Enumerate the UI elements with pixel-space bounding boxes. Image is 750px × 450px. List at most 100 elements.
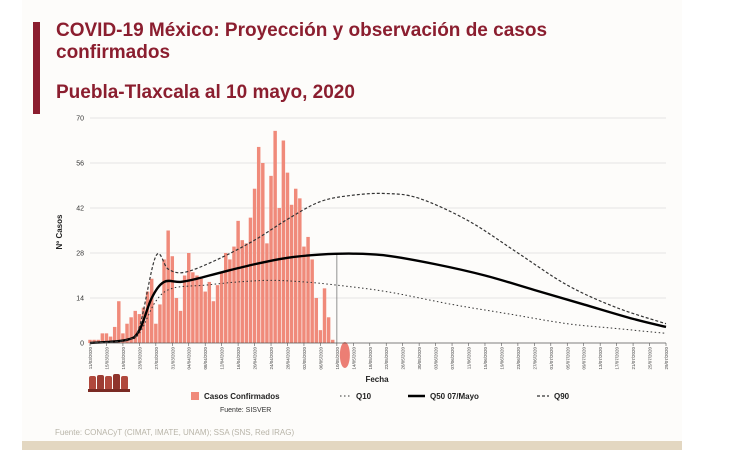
- bar: [154, 323, 158, 343]
- title-accent-bar: [33, 22, 40, 114]
- x-tick-label: 28/04/2020: [285, 347, 290, 370]
- x-tick-label: 15/03/2020: [104, 347, 109, 370]
- bar: [162, 259, 166, 343]
- legend-swatch-bars: [191, 392, 199, 400]
- bar: [219, 272, 224, 343]
- bar: [265, 243, 269, 343]
- x-tick-label: 19/03/2020: [121, 347, 126, 370]
- chart-source-note: Fuente: SISVER: [220, 407, 271, 414]
- bar: [326, 317, 331, 343]
- bar: [129, 317, 133, 343]
- bar: [293, 188, 298, 343]
- bar: [318, 330, 323, 343]
- grid-layer: [90, 117, 666, 299]
- x-tick-label: 13/07/2020: [598, 347, 603, 370]
- x-tick-label: 27/06/2020: [532, 347, 537, 370]
- bar: [104, 333, 109, 343]
- legend-label-q50: Q50 07/Mayo: [430, 392, 479, 401]
- bar: [248, 217, 253, 343]
- today-marker: [339, 342, 350, 368]
- bar: [289, 204, 294, 343]
- legend-label-bars: Casos Confirmados: [204, 392, 280, 401]
- bar: [195, 275, 199, 343]
- bar: [228, 259, 232, 343]
- x-tick-label: 08/04/2020: [203, 347, 208, 370]
- x-tick-label: 04/04/2020: [187, 347, 192, 370]
- x-tick-label: 09/07/2020: [582, 347, 587, 370]
- x-tick-label: 25/07/2020: [648, 347, 653, 370]
- bar: [182, 275, 187, 343]
- slide-background: [22, 0, 682, 450]
- bar: [207, 281, 212, 343]
- y-tick-label: 28: [76, 251, 84, 258]
- x-tick-label: 20/04/2020: [253, 347, 258, 370]
- x-tick-label: 01/07/2020: [549, 347, 554, 370]
- x-tick-label: 31/03/2020: [170, 347, 175, 370]
- bar: [88, 339, 92, 343]
- bar: [100, 333, 105, 343]
- x-tick-label: 03/06/2020: [434, 347, 439, 370]
- x-tick-label: 16/04/2020: [236, 347, 241, 370]
- x-tick-label: 21/07/2020: [631, 347, 636, 370]
- bar: [244, 243, 249, 343]
- bar: [145, 291, 150, 343]
- bar: [252, 188, 257, 343]
- bar: [298, 198, 302, 343]
- x-tick-label: 11/03/2020: [88, 347, 93, 370]
- cases-chart: 0 14 28 42 56 70 11/03/2020 15/03/2020 19/03/202…: [55, 116, 669, 415]
- x-tick-label: 02/05/2020: [302, 347, 307, 370]
- bar: [322, 288, 327, 343]
- lines-layer: [89, 192, 667, 368]
- bar: [314, 298, 319, 343]
- x-tick-label: 14/05/2020: [351, 347, 356, 370]
- x-tick-label: 18/05/2020: [368, 347, 373, 370]
- x-tick-label: 12/04/2020: [220, 347, 225, 370]
- axis-layer: 0 14 28 42 56 70 11/03/2020 15/03/2020 19/03/202…: [76, 116, 669, 370]
- x-tick-label: 07/06/2020: [450, 347, 455, 370]
- bar: [166, 230, 170, 343]
- bar: [121, 333, 125, 343]
- x-tick-label: 11/06/2020: [467, 347, 472, 370]
- bar: [158, 304, 162, 343]
- bar: [117, 301, 121, 343]
- x-tick-label: 19/06/2020: [499, 347, 504, 370]
- bar: [133, 310, 137, 343]
- x-tick-label: 24/04/2020: [269, 347, 274, 370]
- bar: [261, 163, 265, 343]
- series-line-q50: [89, 252, 667, 345]
- x-tick-label: 22/05/2020: [384, 347, 389, 370]
- x-tick-label: 30/05/2020: [417, 347, 422, 370]
- x-tick-label: 23/06/2020: [516, 347, 521, 370]
- legend-label-q10: Q10: [356, 392, 372, 401]
- bar: [273, 130, 277, 343]
- bar: [203, 291, 207, 343]
- bar: [240, 240, 244, 343]
- bar: [174, 298, 179, 343]
- series-line-q90: [89, 192, 667, 344]
- bar: [187, 253, 191, 343]
- bar: [92, 339, 96, 343]
- bar: [178, 310, 183, 343]
- bar: [236, 220, 240, 343]
- bar: [191, 272, 195, 343]
- y-tick-label: 70: [76, 116, 84, 123]
- y-tick-label: 14: [76, 296, 84, 303]
- x-tick-label: 17/07/2020: [615, 347, 620, 370]
- institutional-emblem-icon: [88, 374, 130, 392]
- x-tick-label: 27/03/2020: [154, 347, 159, 370]
- bar: [281, 140, 286, 343]
- bar: [277, 208, 281, 343]
- bar: [302, 246, 306, 343]
- bar: [256, 146, 261, 343]
- page-subtitle: Puebla-Tlaxcala al 10 mayo, 2020: [56, 82, 355, 103]
- bar: [310, 259, 314, 343]
- x-tick-label: 23/03/2020: [137, 347, 142, 370]
- x-tick-label: 06/05/2020: [318, 347, 323, 370]
- bar: [269, 175, 273, 343]
- page-title: COVID-19 México: Proyección y observació…: [56, 20, 548, 63]
- bar: [211, 301, 216, 343]
- bottom-decorative-strip: [22, 441, 682, 450]
- right-margin: [682, 0, 750, 450]
- legend-label-q90: Q90: [554, 392, 570, 401]
- bar: [215, 285, 220, 343]
